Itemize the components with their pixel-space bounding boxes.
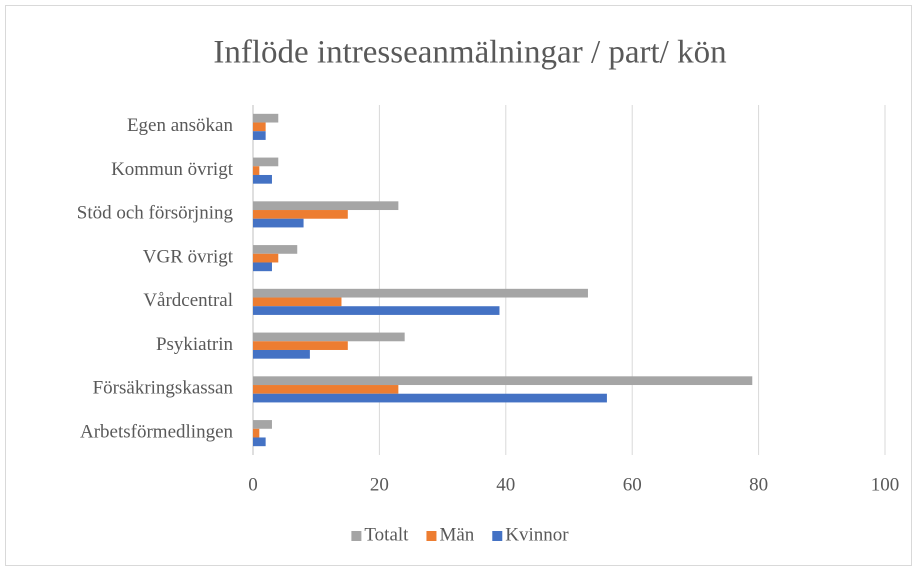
bar [253,393,607,403]
bar [253,131,266,140]
bar [253,297,342,307]
legend-swatch [351,531,362,541]
bar [253,428,260,438]
chart-title: Inflöde intresseanmälningar / part/ kön [213,35,726,71]
chart-frame [5,5,912,566]
bar [253,332,405,342]
x-tick-label: 60 [623,474,642,495]
x-tick-label: 80 [749,474,768,495]
y-tick-label: Psykiatrin [156,334,234,355]
y-tick-label: Kommun övrigt [111,159,234,180]
bar [253,201,399,211]
y-tick-label: VGR övrigt [143,246,234,267]
bar [253,157,279,167]
legend-label: Män [439,524,474,545]
bar [253,253,279,263]
legend-swatch [492,531,503,541]
bar [253,341,348,350]
x-tick-label: 100 [871,474,900,495]
legend-label: Kvinnor [505,524,569,545]
bar [253,245,298,254]
bar [253,113,279,123]
y-tick-label: Stöd och försörjning [77,203,234,224]
y-tick-label: Försäkringskassan [93,378,234,399]
x-tick-label: 20 [370,474,389,495]
bar [253,288,588,298]
bar [253,385,399,394]
bar [253,306,500,315]
bar [253,218,304,228]
y-tick-label: Vårdcentral [143,290,233,311]
bar [253,262,272,272]
x-tick-label: 40 [496,474,515,495]
legend-swatch [426,531,437,541]
x-tick-label: 0 [248,474,258,495]
y-tick-label: Egen ansökan [127,115,234,136]
bar [253,122,266,132]
bar [253,437,266,447]
bar [253,166,260,175]
legend-label: Totalt [364,524,409,545]
bar [253,376,753,386]
bar [253,420,272,429]
bar [253,349,310,359]
bar [253,210,348,219]
y-tick-label: Arbetsförmedlingen [80,421,234,442]
bar [253,174,272,184]
